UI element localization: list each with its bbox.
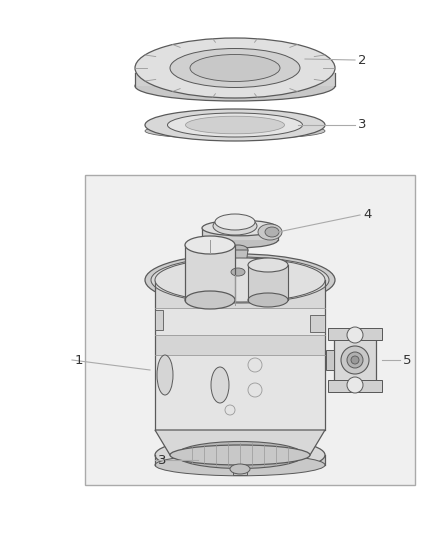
Ellipse shape (265, 227, 279, 237)
Text: 5: 5 (403, 353, 411, 367)
Ellipse shape (258, 224, 282, 240)
Ellipse shape (176, 441, 304, 469)
Ellipse shape (167, 113, 303, 137)
Ellipse shape (155, 258, 325, 302)
Polygon shape (328, 328, 382, 340)
Ellipse shape (347, 377, 363, 393)
Ellipse shape (155, 454, 325, 476)
Polygon shape (248, 265, 288, 300)
Polygon shape (328, 380, 382, 392)
Ellipse shape (213, 217, 257, 235)
Ellipse shape (185, 236, 235, 254)
Polygon shape (155, 335, 325, 355)
Ellipse shape (248, 258, 288, 272)
Polygon shape (135, 73, 335, 86)
Polygon shape (185, 245, 235, 300)
Bar (334, 330, 376, 390)
Bar (85, 175, 415, 485)
Polygon shape (233, 467, 247, 475)
Ellipse shape (341, 346, 369, 374)
Ellipse shape (145, 254, 335, 306)
Polygon shape (155, 310, 163, 330)
Ellipse shape (190, 54, 280, 82)
Polygon shape (326, 350, 334, 370)
Text: 3: 3 (358, 118, 367, 132)
Ellipse shape (351, 356, 359, 364)
Ellipse shape (347, 352, 363, 368)
Polygon shape (155, 430, 325, 455)
Ellipse shape (145, 123, 325, 139)
Ellipse shape (186, 116, 285, 134)
Polygon shape (155, 290, 325, 308)
Ellipse shape (347, 327, 363, 343)
Polygon shape (155, 455, 325, 465)
Ellipse shape (170, 49, 300, 87)
Text: 2: 2 (358, 53, 367, 67)
Text: 4: 4 (363, 208, 371, 222)
Ellipse shape (135, 71, 335, 101)
Ellipse shape (185, 291, 235, 309)
Ellipse shape (202, 232, 278, 248)
Ellipse shape (155, 437, 325, 473)
Ellipse shape (170, 445, 310, 465)
Polygon shape (310, 315, 325, 332)
Text: 1: 1 (75, 353, 84, 367)
Ellipse shape (215, 214, 255, 230)
Ellipse shape (248, 293, 288, 307)
Ellipse shape (228, 245, 248, 255)
Ellipse shape (231, 268, 245, 276)
Ellipse shape (145, 109, 325, 141)
Polygon shape (202, 228, 278, 240)
Text: 3: 3 (158, 454, 166, 466)
Ellipse shape (135, 38, 335, 98)
Ellipse shape (202, 220, 278, 236)
Ellipse shape (230, 464, 250, 474)
Polygon shape (155, 280, 325, 430)
Polygon shape (228, 250, 248, 272)
Ellipse shape (151, 257, 329, 303)
Ellipse shape (157, 355, 173, 395)
Ellipse shape (211, 367, 229, 403)
